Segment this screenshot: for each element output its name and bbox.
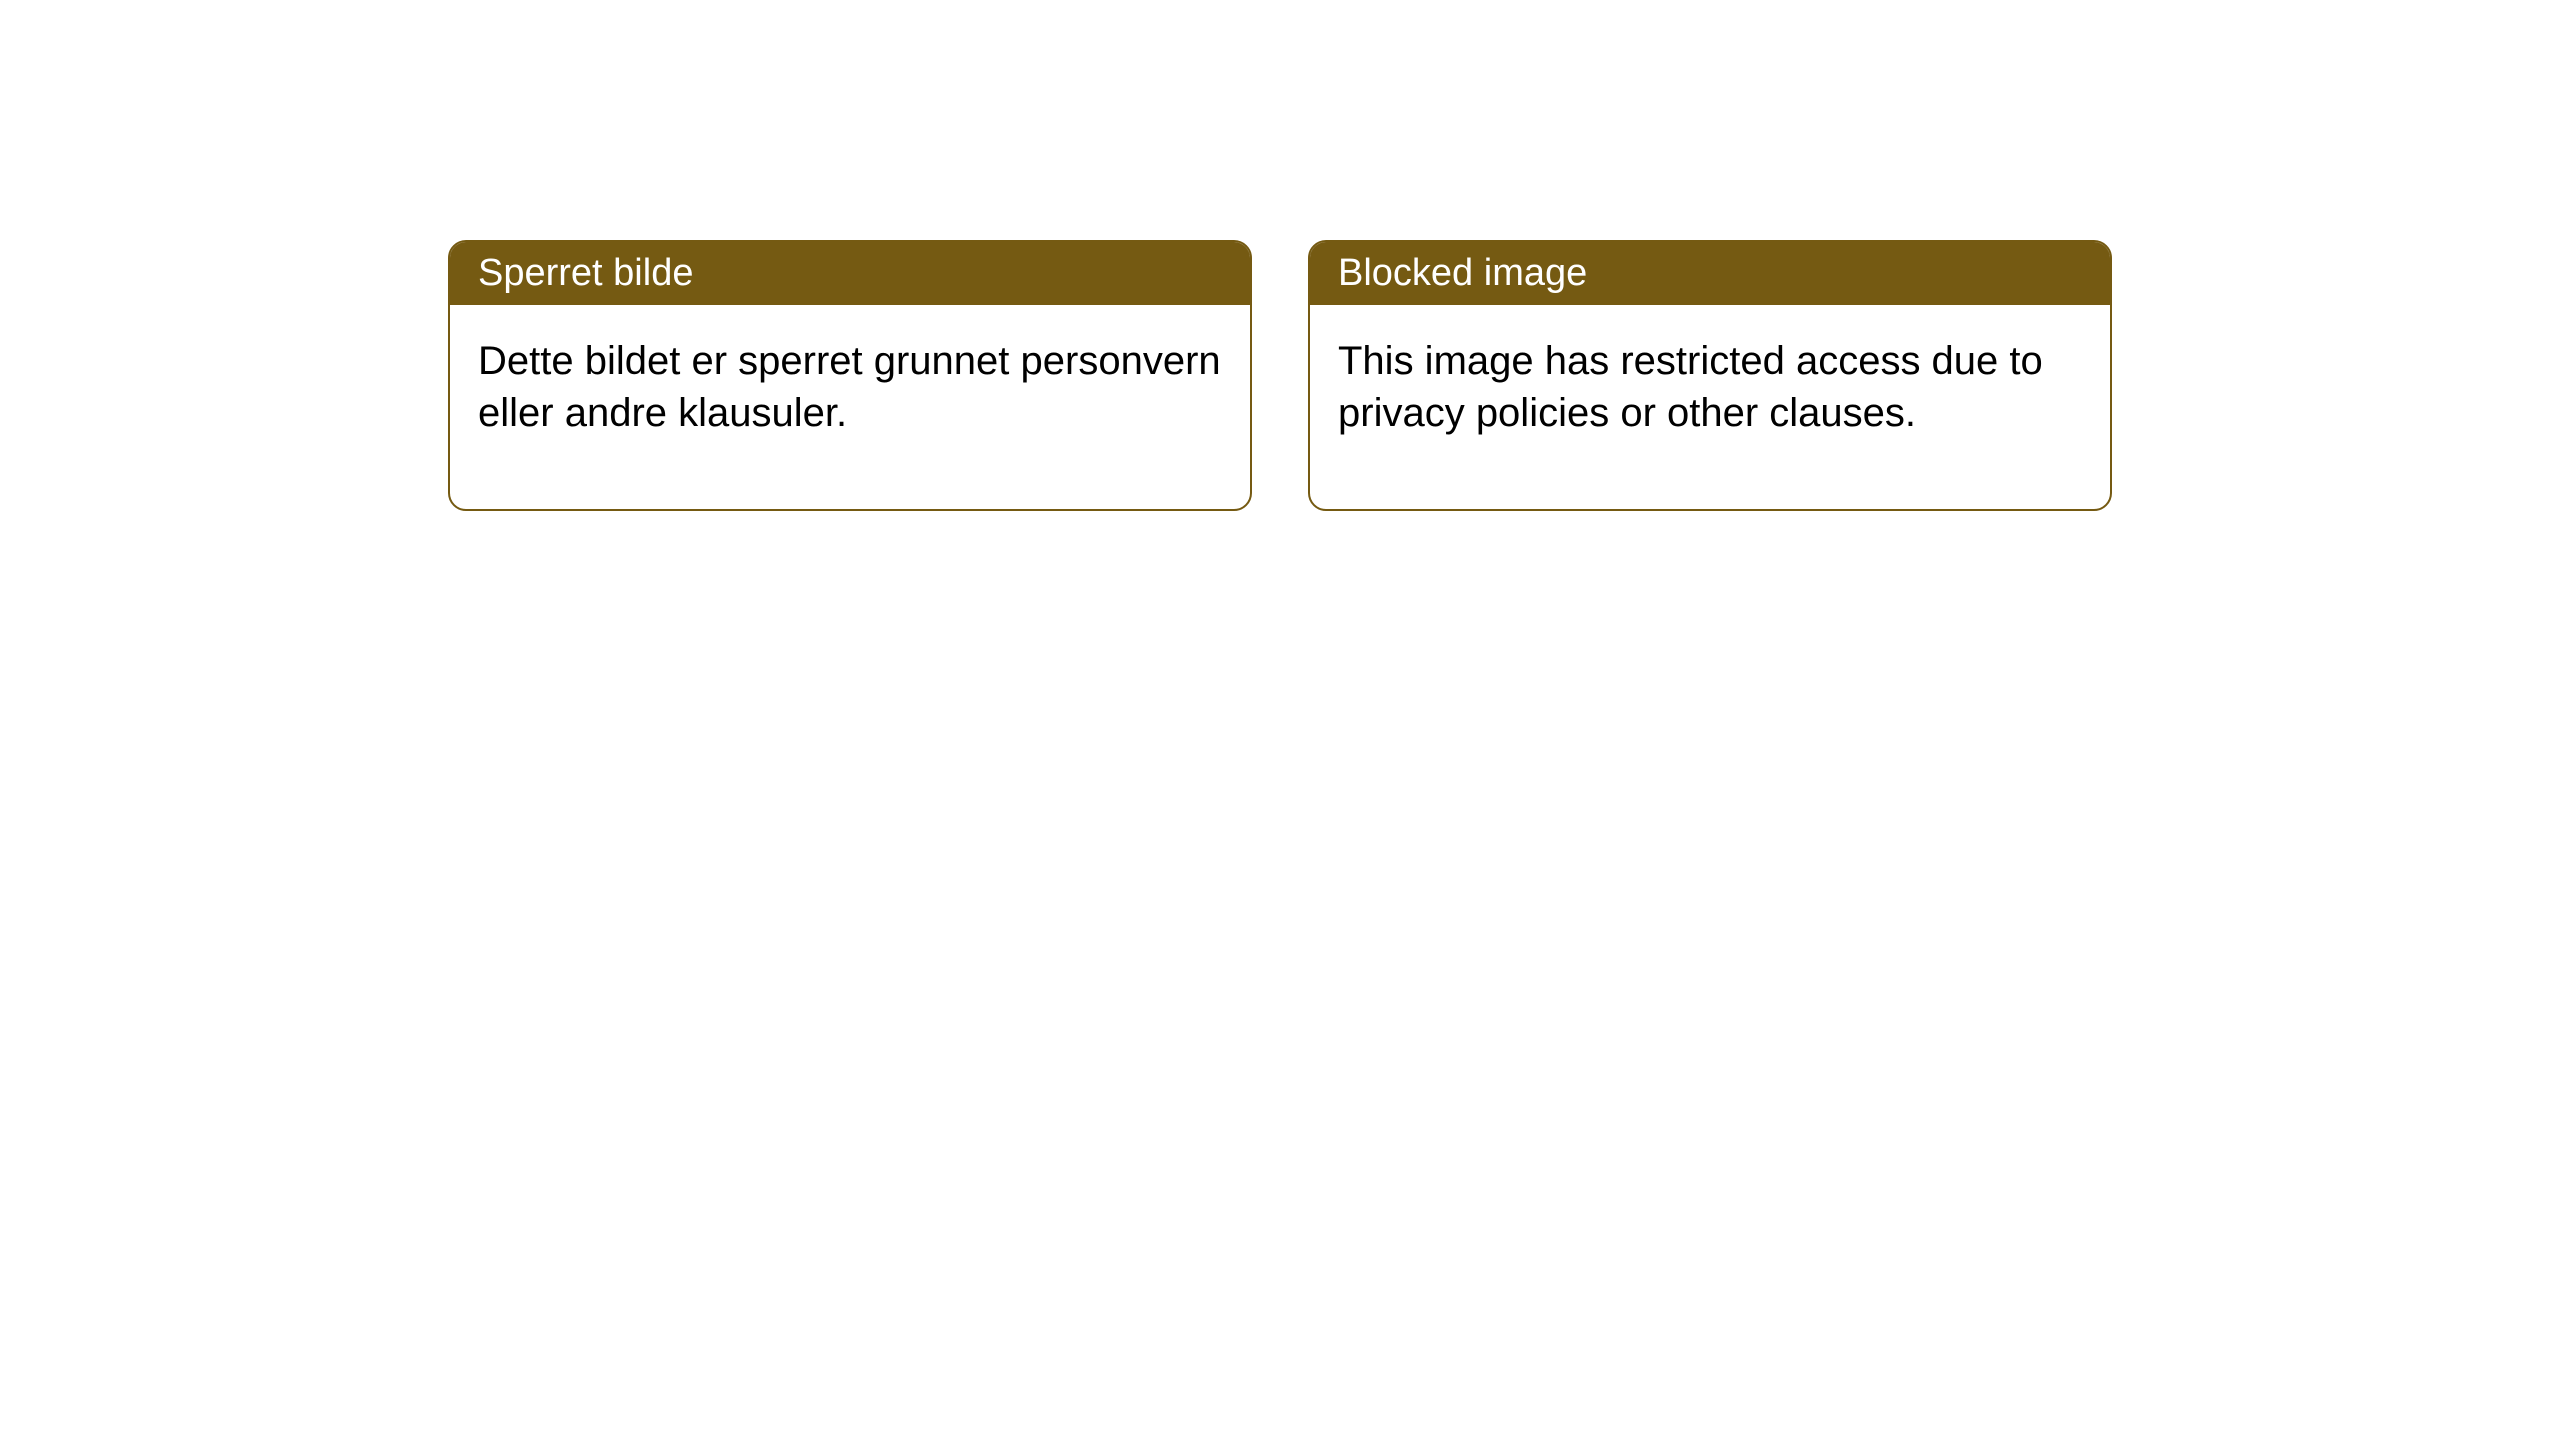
notice-body: Dette bildet er sperret grunnet personve… — [450, 305, 1250, 509]
notice-card-english: Blocked image This image has restricted … — [1308, 240, 2112, 511]
notice-body: This image has restricted access due to … — [1310, 305, 2110, 509]
notice-card-norwegian: Sperret bilde Dette bildet er sperret gr… — [448, 240, 1252, 511]
notice-container: Sperret bilde Dette bildet er sperret gr… — [448, 240, 2112, 511]
notice-header: Sperret bilde — [450, 242, 1250, 305]
notice-header: Blocked image — [1310, 242, 2110, 305]
